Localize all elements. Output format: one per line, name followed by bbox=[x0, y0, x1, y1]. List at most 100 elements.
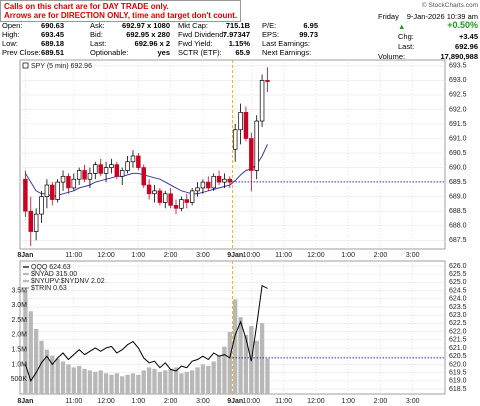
volume-bar bbox=[173, 367, 179, 394]
volume-bar bbox=[179, 373, 184, 394]
y-tick-label: 693.0 bbox=[449, 77, 467, 84]
volume-bar bbox=[146, 367, 152, 394]
chg-label: Chg: bbox=[398, 32, 414, 41]
quote-label: High: bbox=[2, 30, 20, 39]
volume-bar bbox=[163, 370, 168, 394]
volume-bar bbox=[259, 323, 265, 394]
x-tick-label: 1:00 bbox=[341, 398, 355, 405]
y-tick-label: 619.5 bbox=[449, 369, 467, 376]
candle-body bbox=[238, 111, 243, 131]
candle-body bbox=[211, 175, 216, 189]
candle-body bbox=[125, 161, 130, 171]
candle-body bbox=[152, 190, 157, 195]
candle-body bbox=[130, 155, 136, 163]
x-tick-label: 1:00 bbox=[341, 252, 355, 259]
candle-body bbox=[259, 80, 265, 122]
y-tick-label: 3.5M bbox=[11, 287, 27, 294]
volume-bar bbox=[28, 311, 33, 394]
volume-bar bbox=[227, 331, 232, 394]
notes: Calls on this chart are for DAY TRADE on… bbox=[0, 0, 242, 22]
up-arrow: ▲ bbox=[398, 22, 406, 31]
y-tick-label: 688.0 bbox=[449, 223, 467, 230]
x-tick-label: 12:00 bbox=[97, 398, 115, 405]
candle-body bbox=[76, 170, 82, 180]
x-tick-label: 1:00 bbox=[132, 252, 146, 259]
volume-bar bbox=[206, 365, 211, 394]
quote-label: Bid: bbox=[90, 30, 103, 39]
quote-label: EPS: bbox=[262, 30, 280, 39]
candle-body bbox=[195, 187, 200, 192]
quote-value: 693.45 bbox=[41, 30, 64, 39]
volume-bar bbox=[136, 374, 141, 394]
volume-bar bbox=[55, 358, 60, 394]
credit: © StockCharts.com bbox=[421, 2, 478, 9]
volume-bar bbox=[71, 367, 76, 394]
candle-body bbox=[163, 193, 168, 203]
candle-body bbox=[103, 167, 109, 174]
candle-body bbox=[141, 167, 146, 186]
x-tick-label: 3:00 bbox=[196, 398, 210, 405]
volume-bar bbox=[98, 370, 103, 394]
candle-body bbox=[23, 178, 28, 212]
x-tick-label: 9Jan bbox=[227, 398, 243, 405]
y-tick-label: 687.5 bbox=[449, 237, 467, 244]
y-tick-label: 688.5 bbox=[449, 208, 467, 215]
quote-label: Ask: bbox=[90, 21, 105, 30]
x-tick-label: 8Jan bbox=[17, 252, 33, 259]
day: Friday bbox=[378, 12, 399, 21]
candle-body bbox=[109, 164, 114, 168]
volume-bar bbox=[125, 374, 130, 394]
candle-body bbox=[55, 181, 60, 200]
y-tick-label: 623.0 bbox=[449, 312, 467, 319]
y-tick-label: 691.0 bbox=[449, 135, 467, 142]
x-tick-label: 1:00 bbox=[132, 398, 146, 405]
y-tick-label: 2.0M bbox=[11, 332, 27, 339]
volume: 17,890,988 bbox=[440, 52, 478, 61]
quote-value: 692.96 x 2 bbox=[134, 39, 170, 48]
price-line bbox=[24, 284, 268, 383]
y-tick-label: 618.5 bbox=[449, 386, 467, 393]
quote-value: 692.95 x 280 bbox=[126, 30, 170, 39]
volume-bar bbox=[39, 340, 44, 394]
quote-label: Open: bbox=[2, 21, 23, 30]
volume-bar bbox=[216, 355, 222, 394]
volume-bar bbox=[82, 368, 87, 394]
volume-bar bbox=[60, 361, 66, 394]
x-tick-label: 2:00 bbox=[164, 252, 178, 259]
y-tick-label: 619.0 bbox=[449, 378, 467, 385]
volume-bar bbox=[168, 368, 173, 394]
quote-value: 689.18 bbox=[41, 39, 64, 48]
candle-body bbox=[232, 129, 238, 150]
candle-body bbox=[87, 173, 93, 180]
x-tick-label: 12:00 bbox=[307, 398, 325, 405]
date: 9-Jan-2026 10:39 am bbox=[406, 12, 478, 21]
y-tick-label: 1.5M bbox=[11, 347, 27, 354]
y-tick-label: 622.0 bbox=[449, 328, 467, 335]
y-tick-label: 500K bbox=[11, 376, 28, 383]
quote-label: Prev Close: bbox=[2, 48, 41, 57]
quote-value: 715.1B bbox=[225, 21, 250, 30]
quote-value: 6.95 bbox=[303, 21, 318, 30]
candle-body bbox=[60, 175, 66, 183]
volume-bar bbox=[66, 364, 71, 394]
quote-label: Mkt Cap: bbox=[178, 21, 209, 30]
quote-label: P/E: bbox=[262, 21, 277, 30]
x-tick-label: 11:00 bbox=[275, 398, 292, 405]
x-tick-label: 11:00 bbox=[65, 398, 82, 405]
y-tick-label: 621.0 bbox=[449, 345, 467, 352]
volume-bar bbox=[222, 346, 227, 394]
volume-bar bbox=[109, 374, 114, 394]
volume-bar bbox=[265, 358, 270, 394]
x-tick-label: 9Jan bbox=[227, 252, 243, 259]
volume-bar bbox=[120, 376, 125, 394]
volume-bar bbox=[33, 328, 39, 394]
candle-body bbox=[243, 111, 249, 139]
volume-bar bbox=[93, 371, 98, 394]
candle-body bbox=[168, 193, 173, 206]
y-tick-label: 693.5 bbox=[449, 63, 467, 70]
legend-label: $NYUPV:$NYDNV 2.02 bbox=[31, 278, 105, 285]
x-tick-label: 12:00 bbox=[97, 252, 115, 259]
y-tick-label: 625.0 bbox=[449, 279, 467, 286]
moving-average bbox=[24, 144, 268, 198]
